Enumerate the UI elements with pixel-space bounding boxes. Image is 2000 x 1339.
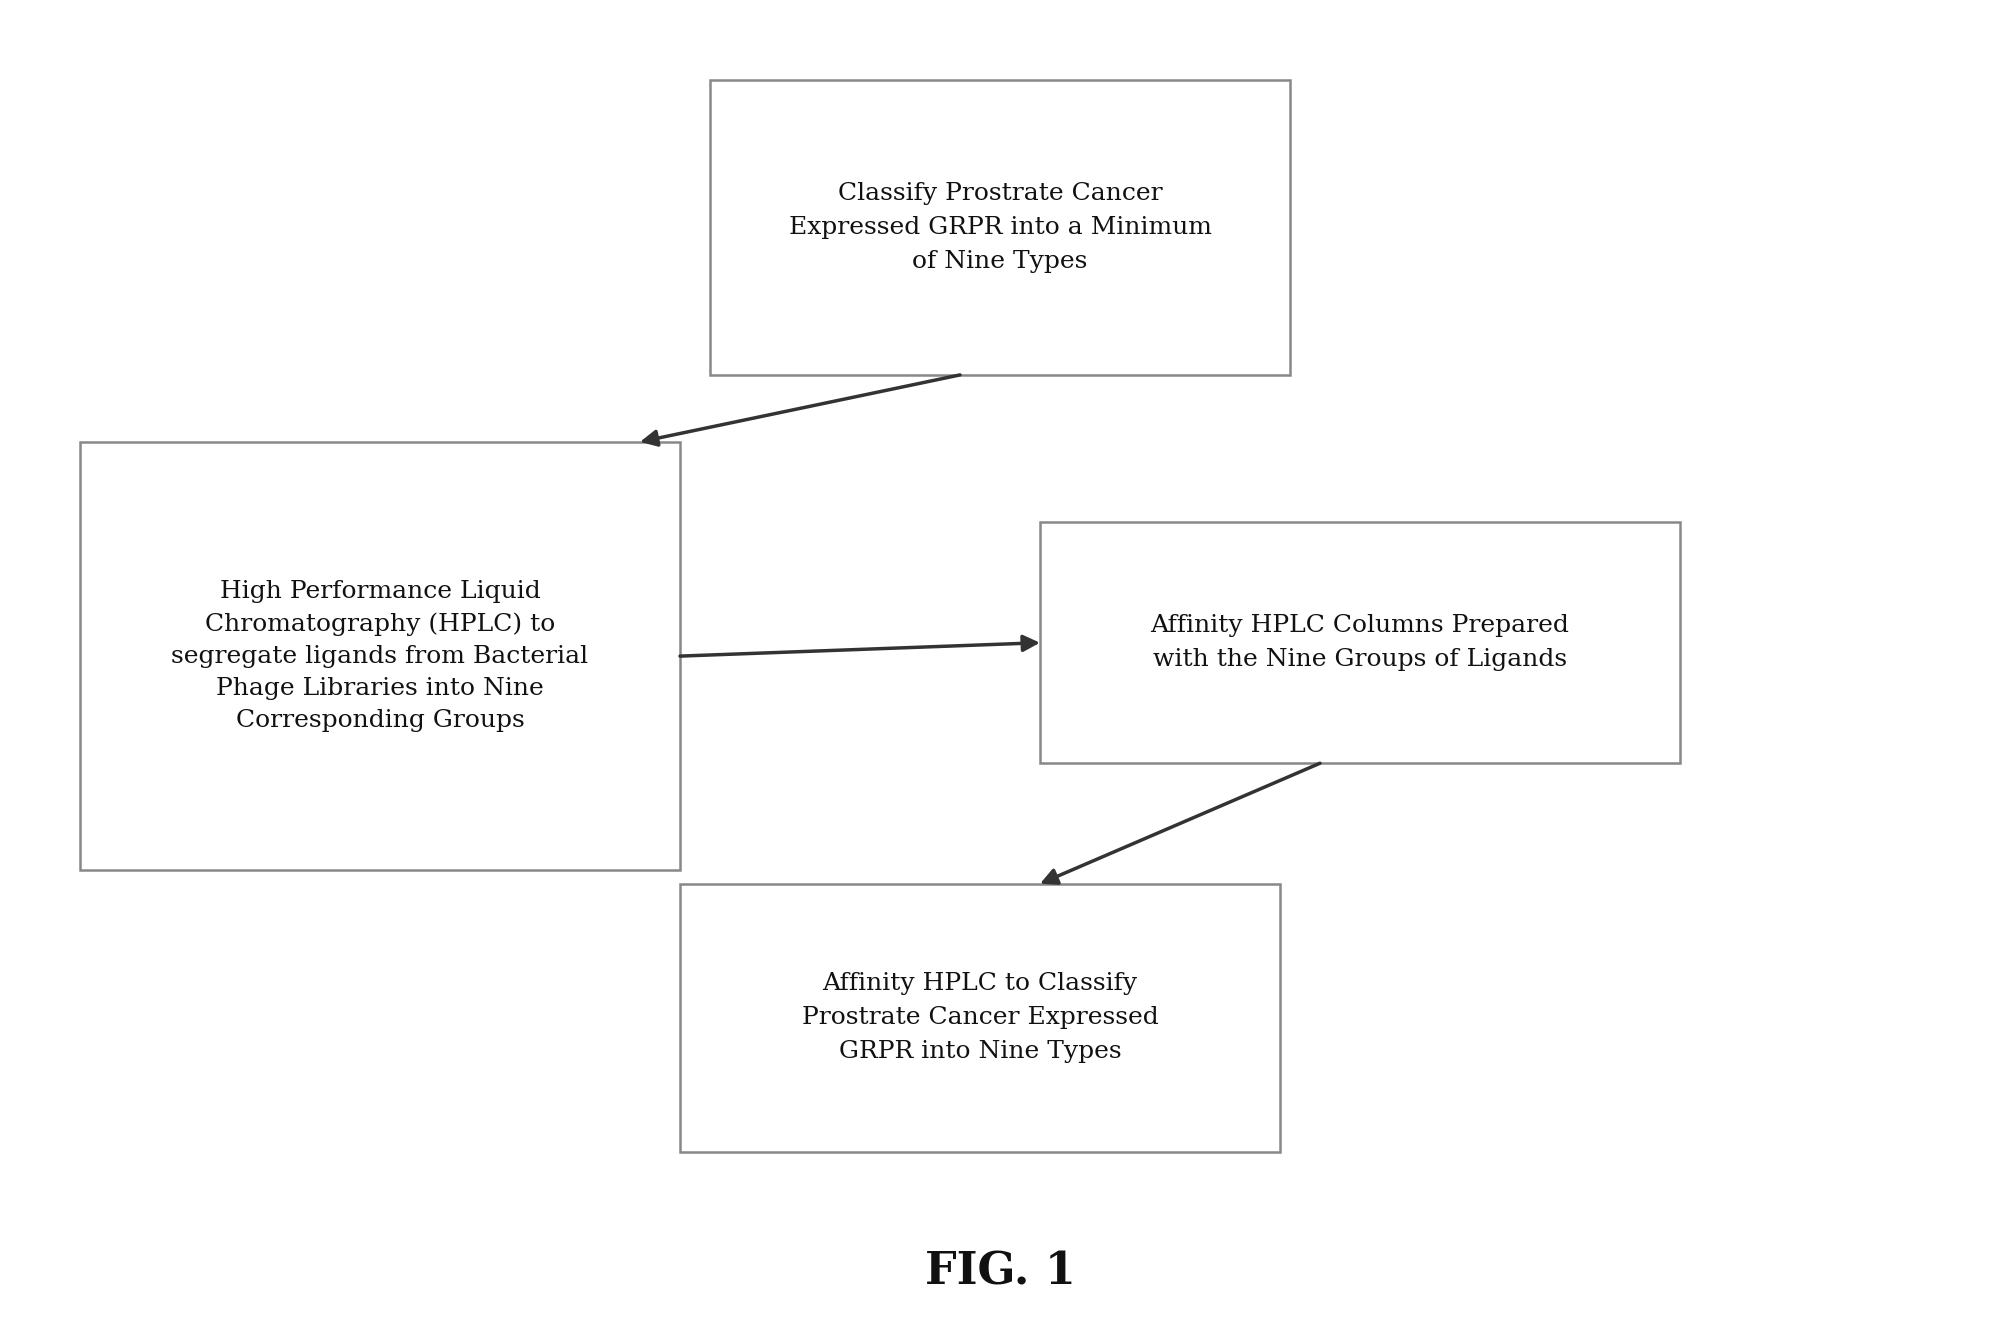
Text: High Performance Liquid
Chromatography (HPLC) to
segregate ligands from Bacteria: High Performance Liquid Chromatography (…	[172, 580, 588, 732]
Text: Affinity HPLC Columns Prepared
with the Nine Groups of Ligands: Affinity HPLC Columns Prepared with the …	[1150, 615, 1570, 671]
Bar	[1040, 522, 1680, 763]
Bar	[710, 80, 1290, 375]
Bar	[80, 442, 680, 870]
Text: Classify Prostrate Cancer
Expressed GRPR into a Minimum
of Nine Types: Classify Prostrate Cancer Expressed GRPR…	[788, 182, 1212, 273]
Text: Affinity HPLC to Classify
Prostrate Cancer Expressed
GRPR into Nine Types: Affinity HPLC to Classify Prostrate Canc…	[802, 972, 1158, 1063]
Text: FIG. 1: FIG. 1	[924, 1251, 1076, 1293]
Bar	[680, 884, 1280, 1152]
